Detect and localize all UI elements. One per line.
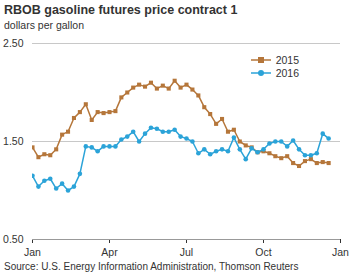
html-text:Source: U.S. Energy Informatio: Source: U.S. Energy Information Administ… bbox=[4, 261, 299, 272]
svg-text:0.50: 0.50 bbox=[3, 233, 24, 245]
svg-text:Jul: Jul bbox=[180, 246, 193, 258]
html-text:RBOB gasoline futures price co: RBOB gasoline futures price contract 1 bbox=[4, 3, 238, 17]
svg-text:Apr: Apr bbox=[101, 246, 118, 258]
svg-text:2.50: 2.50 bbox=[3, 37, 24, 49]
svg-text:Oct: Oct bbox=[255, 246, 271, 258]
html-text:dollars per gallon: dollars per gallon bbox=[4, 19, 84, 31]
html-text:2015: 2015 bbox=[275, 53, 299, 66]
svg-text:Jan: Jan bbox=[332, 246, 349, 258]
svg-text:Jan: Jan bbox=[24, 246, 41, 258]
svg-text:1.50: 1.50 bbox=[3, 135, 24, 147]
html-text:2016: 2016 bbox=[275, 66, 299, 79]
